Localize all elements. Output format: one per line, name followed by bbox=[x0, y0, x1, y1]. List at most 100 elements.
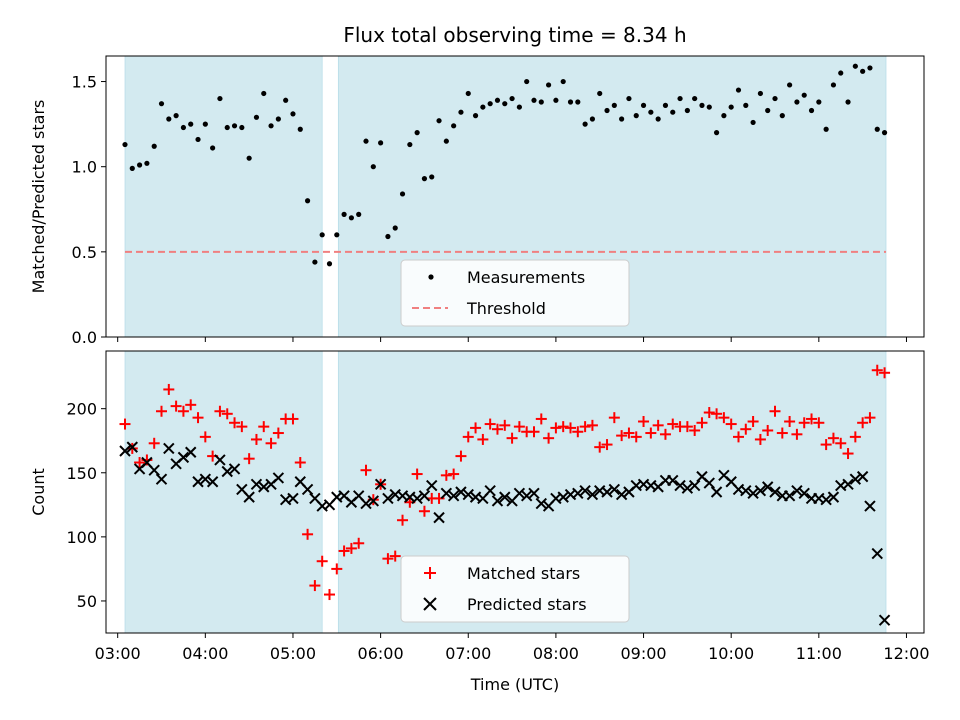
predicted-star-point bbox=[382, 492, 394, 505]
predicted-star-point bbox=[491, 495, 504, 507]
predicted-star-point bbox=[462, 488, 474, 501]
matched-star-point bbox=[221, 408, 233, 420]
measurement-point bbox=[312, 259, 318, 265]
matched-star-point bbox=[608, 412, 620, 424]
predicted-star-point bbox=[418, 490, 431, 502]
matched-star-point bbox=[784, 416, 796, 427]
measurement-point bbox=[451, 123, 457, 129]
matched-star-point bbox=[849, 431, 861, 443]
predicted-star-point bbox=[455, 486, 467, 498]
predicted-star-point bbox=[586, 488, 599, 501]
predicted-star-point bbox=[783, 490, 796, 502]
x-tick-label: 06:00 bbox=[358, 644, 404, 663]
measurement-point bbox=[480, 104, 486, 110]
predicted-star-point bbox=[798, 487, 810, 499]
matched-star-point bbox=[864, 412, 876, 424]
matched-star-point bbox=[134, 457, 146, 469]
matched-star-point bbox=[703, 407, 715, 419]
measurement-point bbox=[801, 92, 807, 98]
matched-star-point bbox=[732, 431, 744, 443]
matched-star-point bbox=[667, 418, 679, 430]
predicted-star-point bbox=[148, 464, 160, 476]
ratio-legend: Measurements Threshold bbox=[400, 259, 630, 327]
predicted-star-point bbox=[761, 481, 774, 493]
measurement-point bbox=[743, 102, 749, 108]
predicted-star-point bbox=[126, 441, 138, 453]
predicted-star-point bbox=[243, 491, 255, 503]
measurement-point bbox=[531, 97, 537, 103]
predicted-star-point bbox=[754, 485, 767, 497]
matched-star-point bbox=[119, 418, 131, 430]
measurement-point bbox=[122, 141, 128, 148]
matched-star-point bbox=[440, 469, 452, 481]
predicted-star-point bbox=[214, 454, 226, 466]
measurement-point bbox=[297, 126, 303, 132]
measurement-point bbox=[787, 82, 793, 88]
measurement-point bbox=[881, 130, 888, 136]
measurement-point bbox=[662, 102, 669, 108]
measurement-point bbox=[706, 104, 712, 110]
count-y-ticks: 50 100 150 200 bbox=[66, 400, 106, 611]
y-tick-label: 200 bbox=[66, 400, 97, 419]
measurement-point bbox=[429, 174, 435, 180]
predicted-star-point bbox=[499, 491, 511, 503]
predicted-star-point bbox=[864, 500, 876, 512]
measurement-point bbox=[545, 82, 552, 88]
predicted-star-point bbox=[681, 482, 694, 494]
measurement-point bbox=[538, 99, 544, 105]
matched-star-point bbox=[513, 421, 525, 433]
matched-star-point bbox=[294, 457, 306, 469]
count-plot-frame bbox=[105, 350, 925, 634]
count-x-ticks: 03:00 04:00 05:00 06:00 07:00 08:00 09:00 10:00… bbox=[95, 633, 930, 663]
measurement-point bbox=[261, 90, 267, 97]
measurement-point bbox=[246, 155, 252, 161]
y-tick-label: 1.5 bbox=[72, 73, 97, 92]
matched-star-point bbox=[835, 437, 847, 449]
measurement-point bbox=[414, 130, 420, 136]
matched-star-point bbox=[345, 542, 357, 554]
matched-star-point bbox=[557, 421, 569, 433]
matched-star-point bbox=[382, 553, 394, 565]
matched-star-point bbox=[272, 427, 284, 439]
measurement-point bbox=[597, 90, 603, 97]
predicted-star-point bbox=[426, 479, 438, 492]
measurement-point bbox=[713, 130, 720, 136]
matched-star-point bbox=[484, 418, 496, 430]
measurement-point bbox=[553, 97, 559, 103]
measurement-point bbox=[692, 95, 698, 102]
matched-star-point bbox=[243, 453, 255, 465]
legend-predicted-label: Predicted stars bbox=[467, 595, 587, 614]
matched-star-point bbox=[689, 424, 701, 436]
ratio-legend-box bbox=[400, 259, 630, 327]
matched-star-point bbox=[302, 528, 314, 540]
measurement-point bbox=[845, 99, 851, 105]
y-tick-label: 1.0 bbox=[72, 158, 97, 177]
matched-star-point bbox=[579, 421, 591, 433]
measurement-point bbox=[524, 78, 530, 85]
measurement-point bbox=[136, 162, 143, 168]
matched-star-point bbox=[879, 367, 891, 379]
predicted-star-point bbox=[287, 492, 299, 505]
matched-star-point bbox=[806, 413, 818, 425]
predicted-star-point bbox=[520, 490, 533, 502]
measurement-point bbox=[231, 123, 238, 129]
measurement-point bbox=[648, 109, 654, 115]
measurement-point bbox=[253, 114, 260, 120]
matched-star-point bbox=[448, 468, 460, 480]
predicted-star-point bbox=[199, 473, 212, 485]
matched-star-point bbox=[418, 505, 430, 517]
measurement-point bbox=[129, 165, 135, 171]
matched-star-point bbox=[323, 589, 335, 601]
measurement-point bbox=[677, 95, 683, 102]
matched-star-point bbox=[250, 433, 262, 445]
x-tick-label: 11:00 bbox=[796, 644, 842, 663]
predicted-star-point bbox=[447, 490, 460, 502]
predicted-star-point bbox=[856, 470, 869, 483]
x-tick-label: 12:00 bbox=[883, 644, 929, 663]
matched-star-point bbox=[477, 433, 489, 445]
measurement-point bbox=[575, 99, 581, 105]
measurement-point bbox=[458, 109, 464, 115]
measurement-point bbox=[173, 113, 179, 119]
measurement-point bbox=[604, 107, 610, 114]
predicted-star-point bbox=[119, 445, 131, 457]
